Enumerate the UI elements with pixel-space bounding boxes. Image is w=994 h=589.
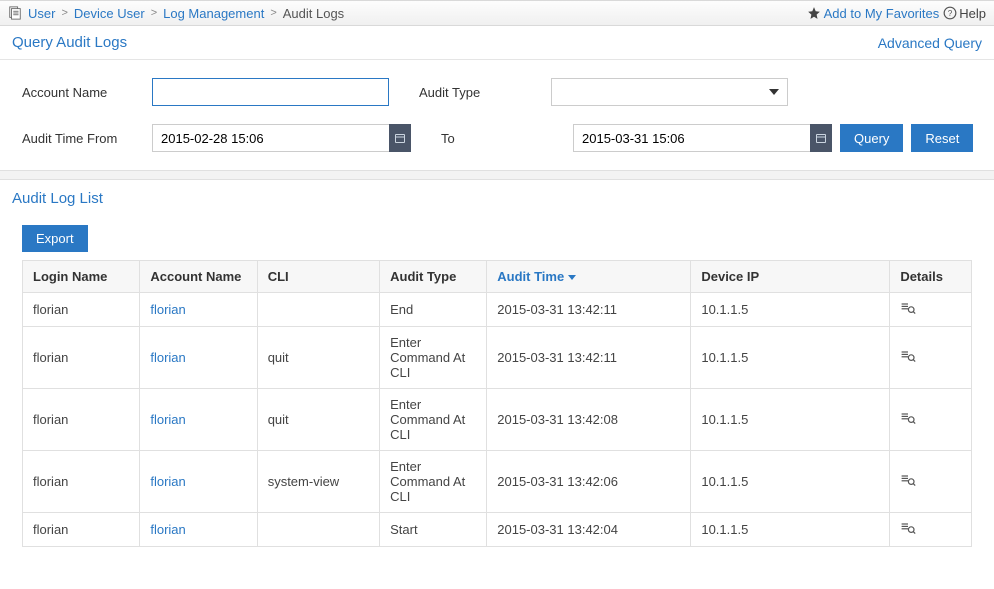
audit-log-table: Login Name Account Name CLI Audit Type A… bbox=[22, 260, 972, 547]
time-to-picker-button[interactable] bbox=[810, 124, 832, 152]
help-icon: ? bbox=[943, 6, 957, 20]
cell-login: florian bbox=[23, 513, 140, 547]
table-row: florianflorian Start2015-03-31 13:42:0410… bbox=[23, 513, 972, 547]
breadcrumb-sep: > bbox=[270, 7, 276, 19]
help-label: Help bbox=[959, 6, 986, 21]
account-name-input[interactable] bbox=[152, 78, 389, 106]
table-header-row: Login Name Account Name CLI Audit Type A… bbox=[23, 261, 972, 293]
cell-ip: 10.1.1.5 bbox=[691, 513, 890, 547]
cell-details[interactable] bbox=[890, 327, 972, 389]
cell-ip: 10.1.1.5 bbox=[691, 327, 890, 389]
cell-ip: 10.1.1.5 bbox=[691, 389, 890, 451]
cell-cli bbox=[257, 293, 379, 327]
cell-time: 2015-03-31 13:42:11 bbox=[487, 293, 691, 327]
audit-type-select[interactable] bbox=[551, 78, 788, 106]
cell-time: 2015-03-31 13:42:04 bbox=[487, 513, 691, 547]
help-link[interactable]: ? Help bbox=[943, 6, 986, 21]
details-icon bbox=[900, 413, 916, 428]
details-icon bbox=[900, 475, 916, 490]
cell-type: End bbox=[380, 293, 487, 327]
table-row: florianflorian End2015-03-31 13:42:1110.1… bbox=[23, 293, 972, 327]
breadcrumb-device-user[interactable]: Device User bbox=[74, 6, 145, 21]
cell-time: 2015-03-31 13:42:08 bbox=[487, 389, 691, 451]
reset-button[interactable]: Reset bbox=[911, 124, 973, 152]
time-to-label: To bbox=[441, 131, 573, 146]
form-row-2: Audit Time From To Query Reset bbox=[22, 124, 982, 152]
account-name-label: Account Name bbox=[22, 85, 152, 100]
audit-type-label: Audit Type bbox=[419, 85, 551, 100]
cell-account-link[interactable]: florian bbox=[140, 451, 257, 513]
cell-type: Enter Command At CLI bbox=[380, 451, 487, 513]
export-button[interactable]: Export bbox=[22, 225, 88, 252]
cell-cli: quit bbox=[257, 327, 379, 389]
calendar-icon bbox=[394, 132, 406, 144]
cell-details[interactable] bbox=[890, 293, 972, 327]
query-form: Account Name Audit Type Audit Time From … bbox=[0, 60, 994, 170]
col-account-name[interactable]: Account Name bbox=[140, 261, 257, 293]
breadcrumb-bar: User > Device User > Log Management > Au… bbox=[0, 0, 994, 26]
cell-account-link[interactable]: florian bbox=[140, 293, 257, 327]
cell-login: florian bbox=[23, 389, 140, 451]
breadcrumb-log-mgmt[interactable]: Log Management bbox=[163, 6, 264, 21]
col-device-ip[interactable]: Device IP bbox=[691, 261, 890, 293]
cell-ip: 10.1.1.5 bbox=[691, 293, 890, 327]
cell-details[interactable] bbox=[890, 513, 972, 547]
time-from-input[interactable] bbox=[152, 124, 389, 152]
star-icon bbox=[807, 6, 821, 20]
cell-time: 2015-03-31 13:42:11 bbox=[487, 327, 691, 389]
add-favorites-label: Add to My Favorites bbox=[824, 6, 940, 21]
sort-desc-icon bbox=[568, 275, 576, 280]
chevron-down-icon bbox=[769, 89, 779, 95]
cell-type: Enter Command At CLI bbox=[380, 389, 487, 451]
cell-cli: system-view bbox=[257, 451, 379, 513]
add-favorites-link[interactable]: Add to My Favorites bbox=[807, 6, 940, 21]
time-from-label: Audit Time From bbox=[22, 131, 152, 146]
breadcrumb-sep: > bbox=[61, 7, 67, 19]
cell-cli bbox=[257, 513, 379, 547]
table-area: Export Login Name Account Name CLI Audit… bbox=[0, 217, 994, 547]
form-row-1: Account Name Audit Type bbox=[22, 78, 982, 106]
cell-details[interactable] bbox=[890, 451, 972, 513]
col-cli[interactable]: CLI bbox=[257, 261, 379, 293]
advanced-query-link[interactable]: Advanced Query bbox=[878, 35, 982, 51]
col-audit-time[interactable]: Audit Time bbox=[487, 261, 691, 293]
details-icon bbox=[900, 351, 916, 366]
table-row: florianfloriansystem-viewEnter Command A… bbox=[23, 451, 972, 513]
cell-account-link[interactable]: florian bbox=[140, 513, 257, 547]
svg-text:?: ? bbox=[948, 9, 953, 18]
table-row: florianflorianquitEnter Command At CLI20… bbox=[23, 389, 972, 451]
cell-account-link[interactable]: florian bbox=[140, 327, 257, 389]
query-button[interactable]: Query bbox=[840, 124, 903, 152]
breadcrumb: User > Device User > Log Management > Au… bbox=[8, 6, 344, 21]
col-login-name[interactable]: Login Name bbox=[23, 261, 140, 293]
document-icon bbox=[8, 6, 22, 20]
query-title: Query Audit Logs bbox=[12, 34, 127, 51]
query-section-header: Query Audit Logs Advanced Query bbox=[0, 26, 994, 60]
time-from-picker-button[interactable] bbox=[389, 124, 411, 152]
cell-ip: 10.1.1.5 bbox=[691, 451, 890, 513]
cell-details[interactable] bbox=[890, 389, 972, 451]
details-icon bbox=[900, 523, 916, 538]
cell-login: florian bbox=[23, 293, 140, 327]
breadcrumb-user[interactable]: User bbox=[28, 6, 55, 21]
cell-type: Start bbox=[380, 513, 487, 547]
breadcrumb-audit-logs: Audit Logs bbox=[283, 6, 344, 21]
table-row: florianflorianquitEnter Command At CLI20… bbox=[23, 327, 972, 389]
calendar-icon bbox=[815, 132, 827, 144]
cell-login: florian bbox=[23, 451, 140, 513]
breadcrumb-sep: > bbox=[151, 7, 157, 19]
details-icon bbox=[900, 303, 916, 318]
cell-cli: quit bbox=[257, 389, 379, 451]
cell-account-link[interactable]: florian bbox=[140, 389, 257, 451]
cell-login: florian bbox=[23, 327, 140, 389]
section-divider bbox=[0, 170, 994, 180]
col-details[interactable]: Details bbox=[890, 261, 972, 293]
cell-type: Enter Command At CLI bbox=[380, 327, 487, 389]
time-to-input[interactable] bbox=[573, 124, 810, 152]
list-title: Audit Log List bbox=[0, 180, 994, 217]
breadcrumb-actions: Add to My Favorites ? Help bbox=[807, 6, 986, 21]
col-audit-type[interactable]: Audit Type bbox=[380, 261, 487, 293]
cell-time: 2015-03-31 13:42:06 bbox=[487, 451, 691, 513]
